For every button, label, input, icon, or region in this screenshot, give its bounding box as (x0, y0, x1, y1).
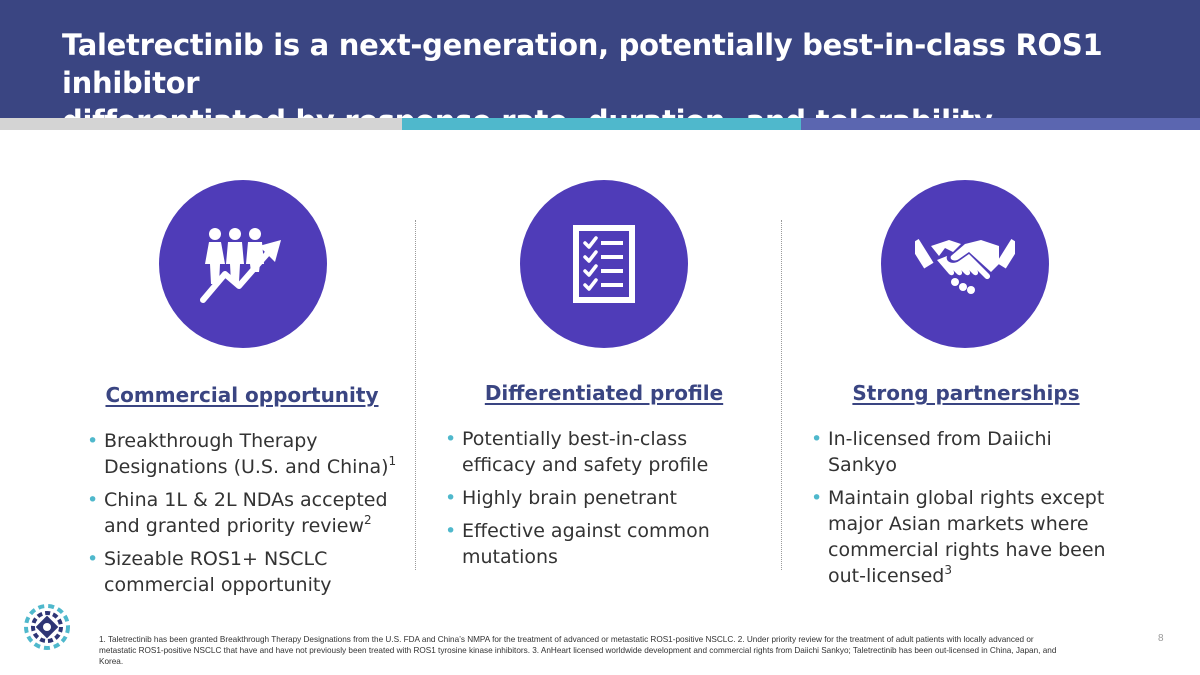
bullet-dot-icon: • (445, 520, 457, 542)
footnote: 1. Taletrectinib has been granted Breakt… (99, 635, 1057, 666)
checklist-icon (573, 225, 635, 303)
differentiated-bullet-list: • Potentially best-in-class efficacy and … (445, 426, 763, 577)
bullet-dot-icon: • (87, 548, 99, 570)
list-item: • Highly brain penetrant (445, 487, 677, 509)
commercial-opportunity-heading: Commercial opportunity (105, 383, 379, 407)
list-item: • China 1L & 2L NDAs accepted and granted… (87, 489, 388, 537)
strong-partnerships-heading: Strong partnerships (852, 381, 1080, 405)
bullet-dot-icon: • (811, 428, 823, 450)
differentiated-icon-circle (520, 180, 688, 348)
bullet-dot-icon: • (445, 428, 457, 450)
people-growth-icon (200, 228, 281, 303)
header-banner: Taletrectinib is a next-generation, pote… (0, 0, 1200, 138)
page-number: 8 (1158, 633, 1164, 644)
list-item: • Maintain global rights except major Asi… (811, 487, 1106, 587)
company-logo-icon (24, 604, 70, 650)
column-divider (781, 220, 782, 570)
bullet-dot-icon: • (87, 489, 99, 511)
bullet-dot-icon: • (445, 487, 457, 509)
title-line-1: Taletrectinib is a next-generation, pote… (62, 28, 1103, 100)
accent-stripe-gray (0, 118, 402, 130)
accent-stripe-teal (402, 118, 801, 130)
list-item: • Sizeable ROS1+ NSCLC commercial opportu… (87, 548, 332, 596)
handshake-icon (915, 238, 1015, 294)
bullet-dot-icon: • (811, 487, 823, 509)
commercial-bullet-list: • Breakthrough Therapy Designations (U.S.… (87, 428, 402, 605)
list-item: • In-licensed from Daiichi Sankyo (811, 428, 1052, 476)
partnerships-bullet-list: • In-licensed from Daiichi Sankyo • Mainta… (811, 426, 1116, 596)
differentiated-profile-heading: Differentiated profile (484, 381, 724, 405)
bullet-dot-icon: • (87, 430, 99, 452)
list-item: • Breakthrough Therapy Designations (U.S.… (87, 430, 397, 478)
accent-stripe-blue (801, 118, 1200, 130)
commercial-icon-circle (159, 180, 327, 348)
column-divider (415, 220, 416, 570)
list-item: • Potentially best-in-class efficacy and … (445, 428, 709, 476)
partnerships-icon-circle (881, 180, 1049, 348)
list-item: • Effective against common mutations (445, 520, 710, 568)
